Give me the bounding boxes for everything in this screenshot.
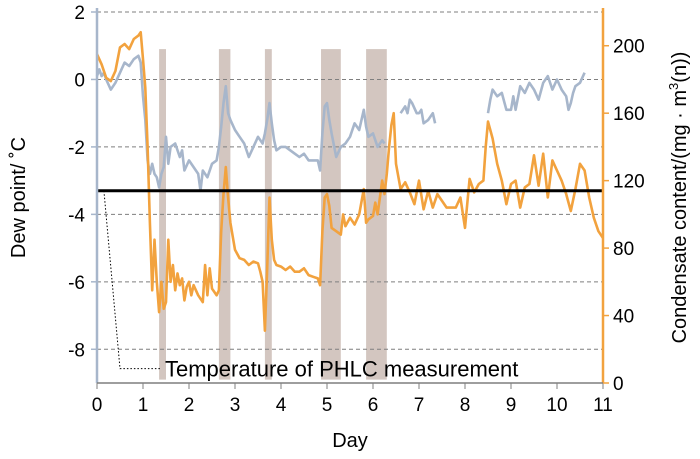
y-left-tick-label-2: -2	[68, 138, 85, 159]
x-tick-label-1: 1	[138, 395, 149, 416]
y-right-tick-label-0: 200	[613, 37, 645, 58]
x-tick-label-0: 0	[92, 395, 103, 416]
y-right-tick-label-2: 120	[613, 172, 645, 193]
x-tick-label-8: 8	[460, 395, 471, 416]
axes: 0 1 2 3 4 5 6 7 8 9 10 11 2 0 -2 -4 -6 -8 200 160 120 80 40 0	[68, 3, 645, 416]
reference-line-label: Temperature of PHLC measurement	[165, 357, 518, 382]
condensate-line-3	[95, 30, 605, 333]
y-left-tick-label-3: -4	[68, 205, 85, 226]
left-y-axis-title: Dew point/ ˚C	[8, 137, 30, 258]
x-tick-label-6: 6	[368, 395, 379, 416]
right-y-axis-title: Condensate content/(mg · m3(n))	[666, 52, 691, 344]
x-tick-label-4: 4	[276, 395, 287, 416]
y-left-tick-label-5: -8	[68, 340, 85, 361]
y-left-tick-label-4: -6	[68, 273, 85, 294]
x-tick-label-11: 11	[593, 395, 613, 416]
y-right-tick-label-5: 0	[613, 374, 624, 395]
y-left-tick-label-1: 0	[74, 70, 85, 91]
y-right-tick-label-3: 80	[613, 239, 634, 260]
data-series	[95, 30, 605, 333]
x-tick-label-2: 2	[184, 395, 195, 416]
dew-point-line-2	[486, 72, 586, 114]
x-tick-label-3: 3	[230, 395, 241, 416]
dew-point-line-0	[95, 54, 386, 193]
y-right-tick-label-1: 160	[613, 104, 645, 125]
annotation-leader-line	[103, 190, 160, 370]
y-left-tick-label-0: 2	[74, 3, 85, 24]
y-right-tick-label-4: 40	[613, 307, 634, 328]
dew-point-line-1	[399, 98, 437, 125]
x-tick-label-9: 9	[506, 395, 517, 416]
x-tick-label-7: 7	[414, 395, 425, 416]
horizontal-gridlines	[97, 11, 603, 350]
x-tick-label-5: 5	[322, 395, 333, 416]
x-axis-title: Day	[332, 430, 368, 452]
x-tick-label-10: 10	[546, 395, 567, 416]
